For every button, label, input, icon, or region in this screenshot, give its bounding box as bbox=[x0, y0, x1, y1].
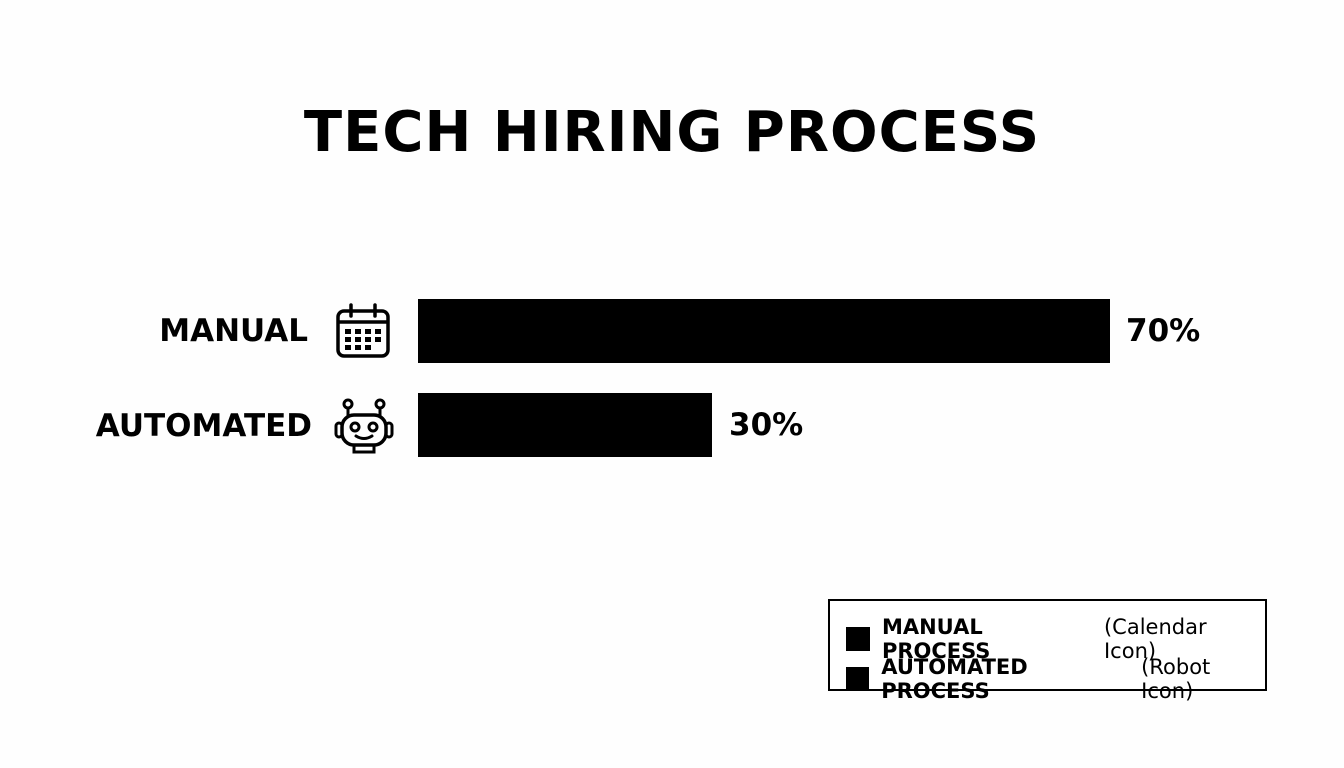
legend-label-automated: AUTOMATED PROCESS bbox=[881, 655, 1028, 703]
value-label-automated: 30% bbox=[729, 407, 804, 443]
calendar-icon bbox=[336, 303, 390, 358]
category-label-manual: MANUAL bbox=[159, 313, 308, 349]
legend-label-manual: MANUAL PROCESS bbox=[881, 615, 991, 663]
bar-automated bbox=[418, 393, 712, 457]
chart-title: TECH HIRING PROCESS bbox=[303, 100, 1041, 165]
legend: MANUAL PROCESS (Calendar Icon) AUTOMATED… bbox=[828, 599, 1267, 703]
legend-swatch-manual bbox=[846, 627, 870, 651]
robot-icon bbox=[334, 398, 394, 454]
legend-item-manual: MANUAL PROCESS (Calendar Icon) bbox=[846, 615, 1265, 663]
legend-swatch-automated bbox=[846, 667, 870, 691]
category-label-automated: AUTOMATED bbox=[95, 408, 312, 444]
legend-note-automated: (Robot Icon) bbox=[1141, 655, 1211, 703]
bar-manual bbox=[418, 299, 1110, 363]
value-label-manual: 70% bbox=[1126, 313, 1201, 349]
legend-item-automated: AUTOMATED PROCESS (Robot Icon) bbox=[846, 655, 1265, 703]
legend-note-manual: (Calendar Icon) bbox=[1103, 615, 1207, 663]
